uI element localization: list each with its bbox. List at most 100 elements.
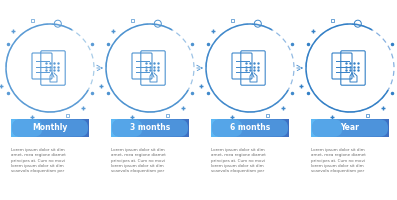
Bar	[63, 119, 65, 137]
Bar	[120, 119, 122, 137]
Bar	[331, 19, 334, 22]
Bar	[50, 119, 52, 137]
Bar	[357, 119, 358, 137]
Bar	[33, 119, 35, 137]
Text: Lorem ipsum dolor sit dim
amet, mea regione diamet
principes at. Cum no movi
lor: Lorem ipsum dolor sit dim amet, mea regi…	[111, 148, 166, 173]
FancyBboxPatch shape	[112, 119, 188, 136]
Bar	[59, 119, 61, 137]
Bar	[166, 114, 169, 117]
Bar	[372, 119, 374, 137]
Bar	[315, 119, 316, 137]
Bar	[129, 119, 131, 137]
Bar	[143, 119, 145, 137]
Bar	[247, 119, 249, 137]
Text: Lorem ipsum dolor sit dim
amet, mea regione diamet
principes at. Cum no movi
lor: Lorem ipsum dolor sit dim amet, mea regi…	[11, 148, 66, 173]
Bar	[159, 119, 161, 137]
Bar	[215, 119, 216, 137]
Bar	[242, 119, 244, 137]
Bar	[160, 119, 162, 137]
Bar	[354, 119, 355, 137]
Bar	[232, 119, 233, 137]
Bar	[150, 119, 152, 137]
Bar	[272, 119, 274, 137]
Bar	[311, 119, 312, 137]
Bar	[58, 119, 60, 137]
Bar	[385, 119, 387, 137]
Bar	[80, 119, 81, 137]
Bar	[241, 119, 243, 137]
Bar	[224, 119, 225, 137]
Bar	[336, 119, 337, 137]
Bar	[45, 119, 46, 137]
Text: Year: Year	[341, 123, 359, 132]
Bar	[379, 119, 380, 137]
Bar	[320, 119, 322, 137]
Bar	[170, 119, 171, 137]
Bar	[319, 119, 320, 137]
Bar	[13, 119, 15, 137]
Bar	[23, 119, 24, 137]
Bar	[75, 119, 76, 137]
Bar	[179, 119, 180, 137]
Text: Lorem ipsum dolor sit dim
amet, mea regione diamet
principes at. Cum no movi
lor: Lorem ipsum dolor sit dim amet, mea regi…	[211, 148, 266, 173]
Bar	[44, 119, 45, 137]
Bar	[175, 119, 176, 137]
Bar	[124, 119, 125, 137]
Bar	[329, 119, 331, 137]
Bar	[145, 119, 146, 137]
Bar	[279, 119, 280, 137]
Bar	[62, 119, 63, 137]
Bar	[183, 119, 184, 137]
Bar	[187, 119, 188, 137]
Bar	[163, 119, 165, 137]
Bar	[83, 119, 84, 137]
Text: Lorem ipsum dolor sit dim
amet, mea regione diamet
principes at. Cum no movi
lor: Lorem ipsum dolor sit dim amet, mea regi…	[311, 148, 366, 173]
Bar	[258, 119, 259, 137]
Bar	[180, 119, 181, 137]
Bar	[236, 119, 237, 137]
FancyBboxPatch shape	[212, 119, 288, 136]
Bar	[12, 119, 14, 137]
Bar	[184, 119, 185, 137]
Bar	[360, 119, 362, 137]
Bar	[111, 119, 113, 137]
Bar	[231, 119, 232, 137]
Bar	[27, 119, 28, 137]
Bar	[220, 119, 222, 137]
Bar	[339, 119, 341, 137]
Bar	[359, 119, 361, 137]
Bar	[114, 119, 115, 137]
Bar	[21, 119, 23, 137]
Bar	[151, 119, 153, 137]
Bar	[149, 119, 150, 137]
Bar	[324, 119, 326, 137]
Bar	[332, 119, 333, 137]
Bar	[121, 119, 123, 137]
Bar	[66, 114, 69, 117]
Bar	[384, 119, 385, 137]
Bar	[171, 119, 172, 137]
Bar	[380, 119, 382, 137]
Bar	[127, 119, 128, 137]
Bar	[64, 119, 66, 137]
Bar	[66, 119, 67, 137]
Bar	[40, 119, 41, 137]
Bar	[218, 119, 219, 137]
Bar	[341, 119, 343, 137]
Bar	[155, 119, 157, 137]
Bar	[374, 119, 375, 137]
Bar	[255, 119, 257, 137]
Bar	[38, 119, 40, 137]
Bar	[71, 119, 72, 137]
Bar	[138, 119, 140, 137]
Bar	[228, 119, 229, 137]
FancyBboxPatch shape	[212, 119, 243, 136]
Text: Monthly: Monthly	[32, 123, 67, 132]
Bar	[371, 119, 372, 137]
Bar	[347, 119, 349, 137]
Bar	[264, 119, 266, 137]
Bar	[112, 119, 114, 137]
Bar	[368, 119, 370, 137]
Bar	[85, 119, 87, 137]
Bar	[125, 119, 127, 137]
